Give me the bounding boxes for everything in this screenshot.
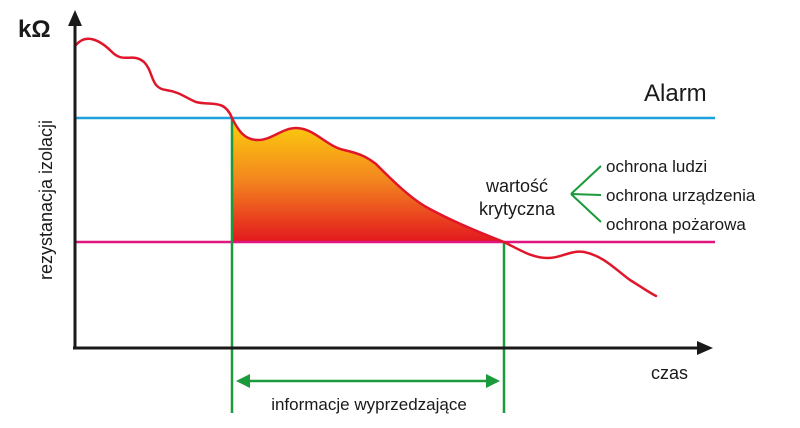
protection-bracket <box>570 165 602 223</box>
x-axis-arrowhead <box>697 341 713 355</box>
critical-value-label-line1: wartość <box>485 176 548 196</box>
x-axis-label: czas <box>651 363 688 383</box>
y-axis-unit: kΩ <box>18 16 51 43</box>
interval-arrow <box>236 374 500 388</box>
y-axis-label: rezystanacja izolacji <box>36 120 56 280</box>
protection-fire-label: ochrona pożarowa <box>606 215 746 234</box>
protection-people-label: ochrona ludzi <box>606 157 707 176</box>
critical-value-label-line2: krytyczna <box>479 199 556 219</box>
axes <box>68 10 713 355</box>
alarm-label: Alarm <box>644 80 707 107</box>
interval-arrow-right-head <box>486 374 500 388</box>
warning-zone-fill <box>232 118 504 242</box>
interval-arrow-left-head <box>236 374 250 388</box>
advance-information-label: informacje wyprzedzające <box>271 395 467 414</box>
y-axis-arrowhead <box>68 10 82 26</box>
resistance-curve <box>74 37 658 298</box>
protection-device-label: ochrona urządzenia <box>606 186 756 205</box>
